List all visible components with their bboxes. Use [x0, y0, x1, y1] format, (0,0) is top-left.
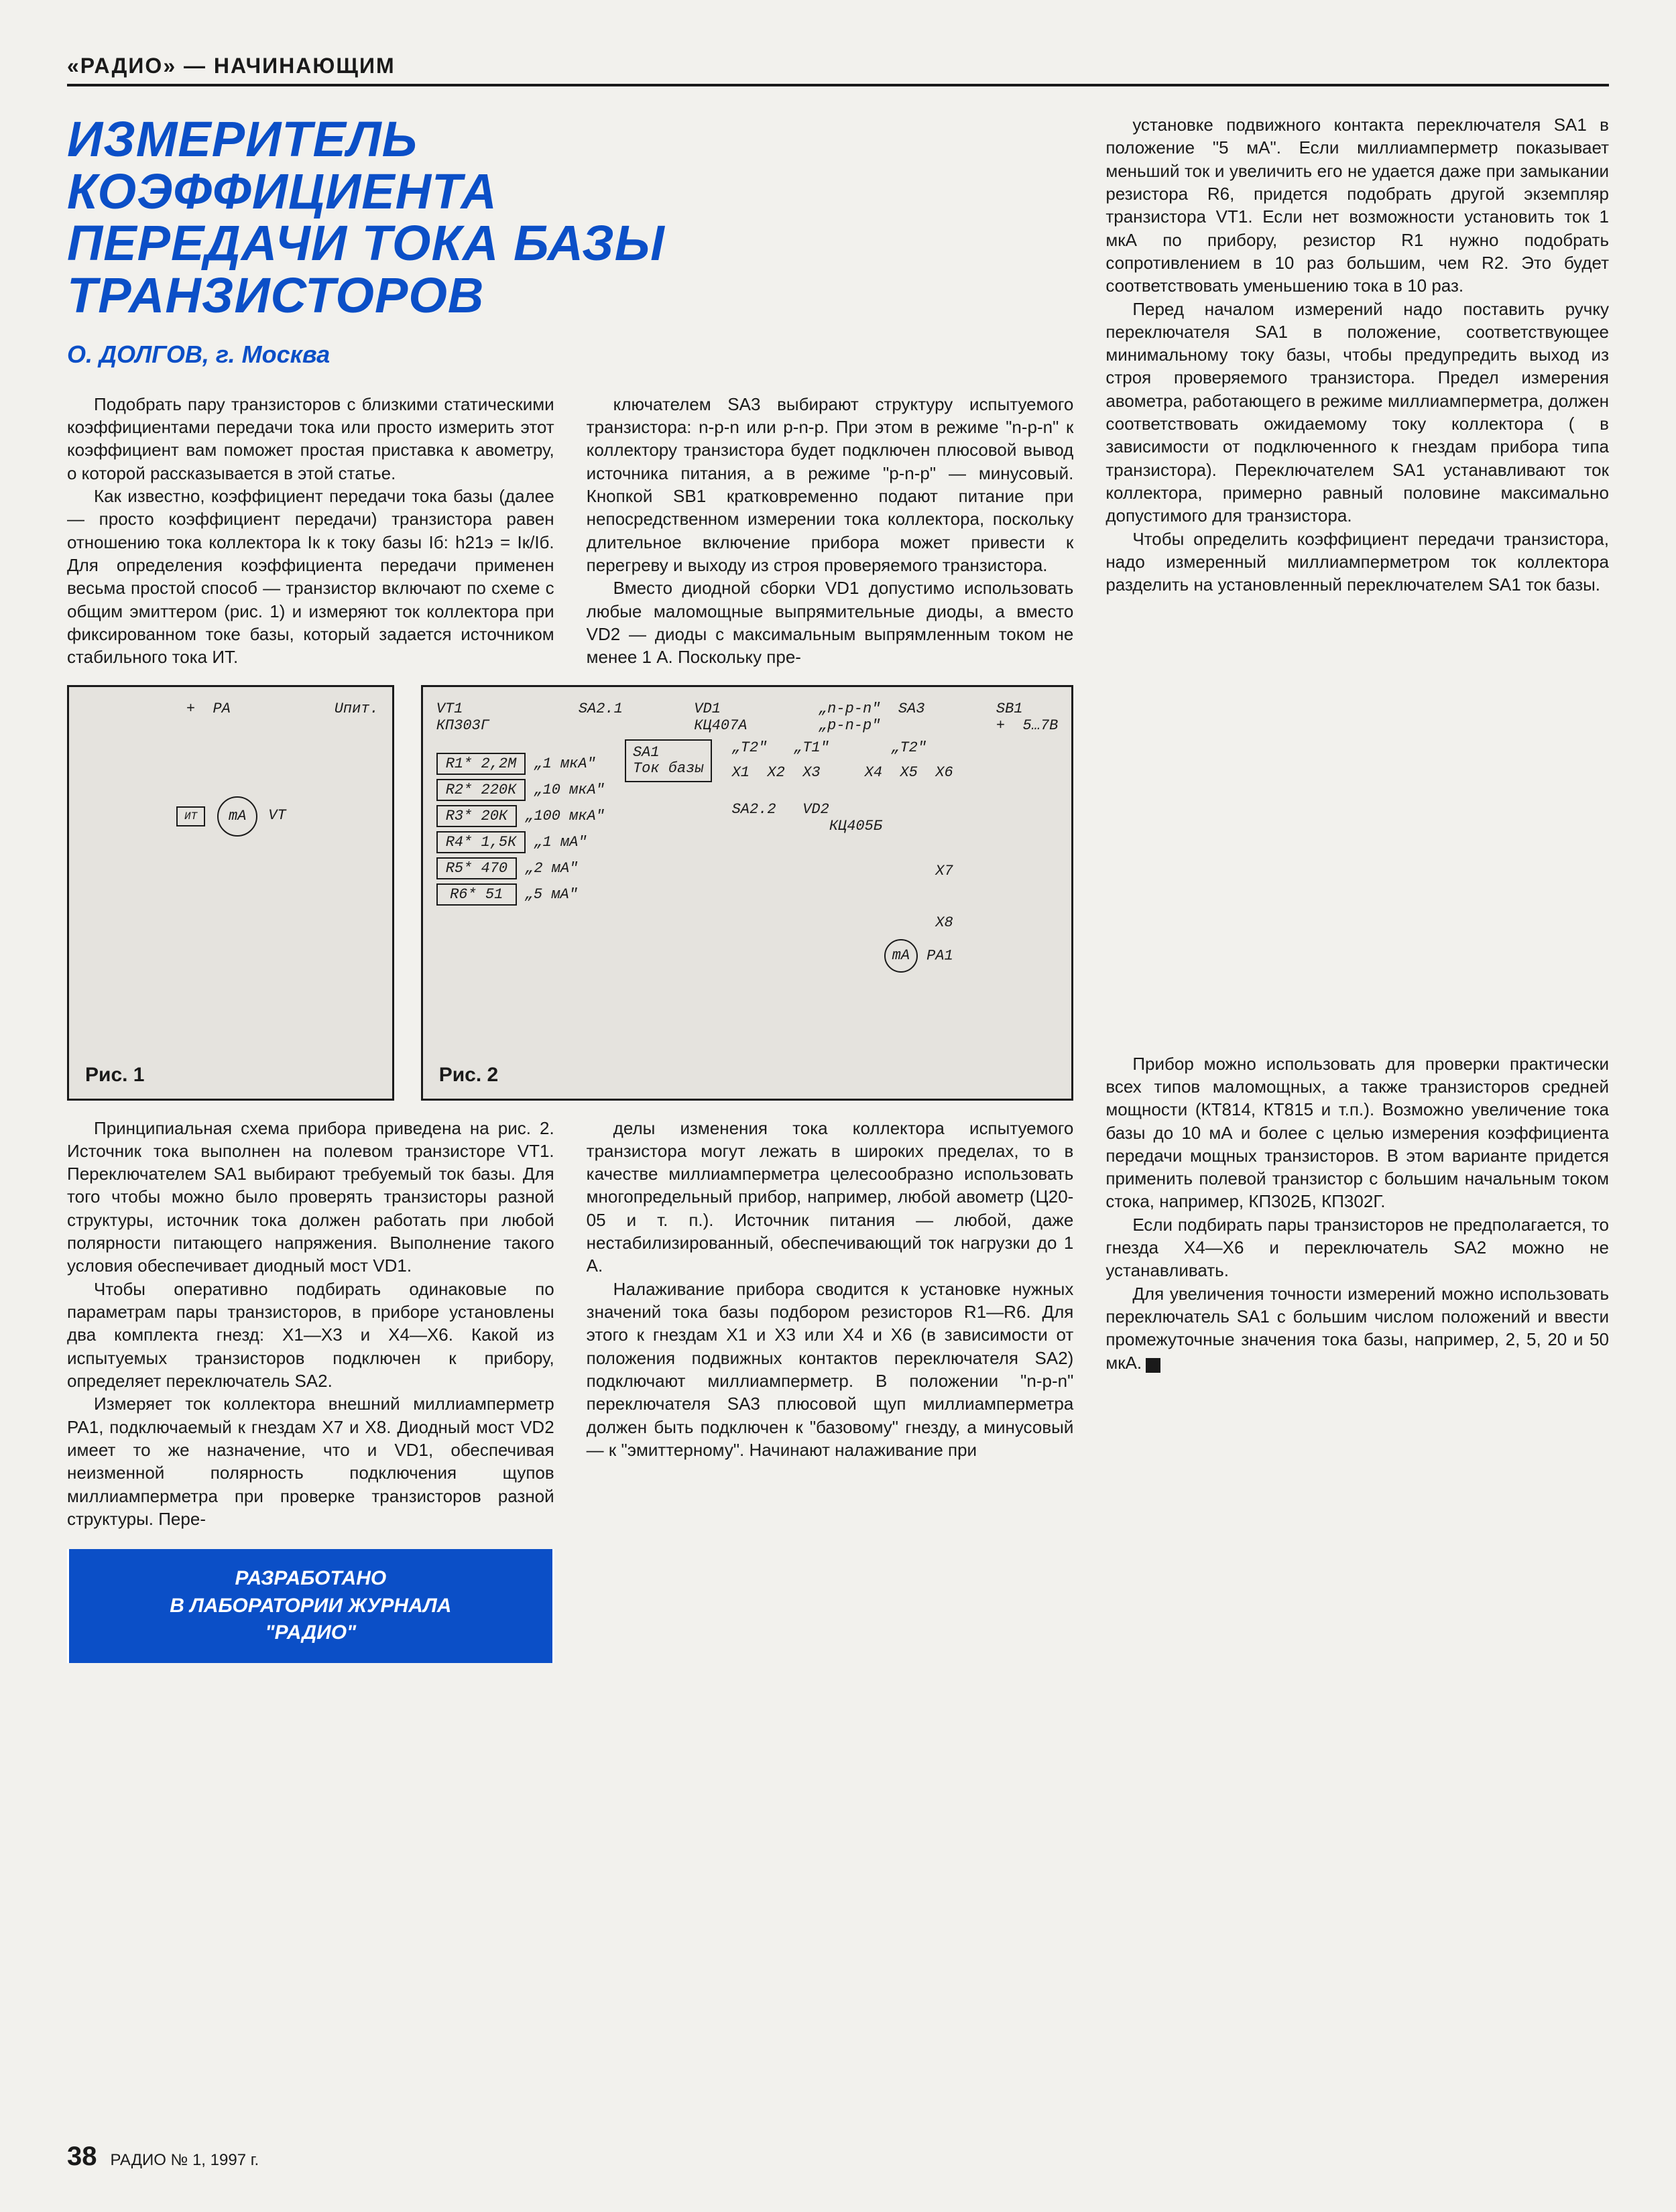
p-right-2: Перед началом измерений надо поставить р… [1105, 298, 1609, 528]
page-columns: ИЗМЕРИТЕЛЬ КОЭФФИЦИЕНТА ПЕРЕДАЧИ ТОКА БА… [67, 113, 1609, 1663]
fig2-x7: X7 [935, 863, 953, 879]
fig2-pa1: PA1 [926, 947, 953, 964]
fig2-vt1: VT1 [436, 700, 463, 717]
p-left-3: Принципиальная схема прибора приведена н… [67, 1117, 554, 1278]
rubric-label: «РАДИО» — НАЧИНАЮЩИМ [67, 54, 1609, 78]
resistor-row: R1* 2,2М „1 мкА" [436, 753, 605, 775]
fig2-sa21: SA2.1 [579, 700, 623, 717]
fig2-spacer [1105, 597, 1609, 1052]
article-title: ИЗМЕРИТЕЛЬ КОЭФФИЦИЕНТА ПЕРЕДАЧИ ТОКА БА… [67, 113, 1073, 322]
header-rule [67, 84, 1609, 86]
fig2-supply: 5…7В [1023, 717, 1059, 734]
upper-col-1: Подобрать пару транзисторов с близкими с… [67, 393, 554, 669]
p-mid-1: ключателем SA3 выбирают структуру испыту… [587, 393, 1074, 577]
author-byline: О. ДОЛГОВ, г. Москва [67, 341, 1073, 369]
fig2-t2: „T2" [732, 739, 768, 756]
title-line-3: ПЕРЕДАЧИ ТОКА БАЗЫ [67, 217, 1073, 269]
fig1-upit-label: Uпит. [335, 700, 379, 717]
upper-text-columns: Подобрать пару транзисторов с близкими с… [67, 393, 1073, 669]
p-mid-2: Вместо диодной сборки VD1 допустимо испо… [587, 576, 1074, 668]
fig2-vt1-type: КП303Г [436, 717, 489, 734]
right-column: установке подвижного контакта переключат… [1105, 113, 1609, 1663]
left-block: ИЗМЕРИТЕЛЬ КОЭФФИЦИЕНТА ПЕРЕДАЧИ ТОКА БА… [67, 113, 1073, 1663]
imprint-line2: В ЛАБОРАТОРИИ ЖУРНАЛА [170, 1595, 451, 1617]
fig2-vd2: VD2 [802, 801, 829, 818]
p-right-1: установке подвижного контакта переключат… [1105, 113, 1609, 298]
fig1-ma-circle: mA [217, 796, 257, 837]
fig1-pa-label: + PA [186, 700, 231, 717]
page-footer: 38 РАДИО № 1, 1997 г. [67, 2142, 259, 2172]
p-mid-4: Налаживание прибора сводится к установке… [587, 1278, 1074, 1462]
imprint-box: РАЗРАБОТАНО В ЛАБОРАТОРИИ ЖУРНАЛА "РАДИО… [67, 1549, 554, 1663]
p-right-5: Если подбирать пары транзисторов не пред… [1105, 1213, 1609, 1282]
fig2-t1: „T1" [794, 739, 829, 756]
figure-2: VT1 КП303Г SA2.1 VD1 КЦ407А „n-p-n" SA3 … [421, 685, 1074, 1101]
p-right-6: Для увеличения точности измерений можно … [1105, 1282, 1609, 1374]
resistor-grid: R1* 2,2М „1 мкА" R2* 220К „10 мкА" R3* 2… [436, 753, 605, 906]
title-line-1: ИЗМЕРИТЕЛЬ [67, 113, 1073, 166]
title-line-2: КОЭФФИЦИЕНТА [67, 166, 1073, 218]
figure-1: + PA Uпит. ИТ mA VT Рис. 1 [67, 685, 394, 1101]
fig2-t2b: „T2" [891, 739, 926, 756]
fig2-ma-circle: mA [884, 939, 918, 973]
upper-col-2: ключателем SA3 выбирают структуру испыту… [587, 393, 1074, 669]
fig2-npn: „n-p-n" [819, 700, 880, 717]
p-left-2: Как известно, коэффициент передачи тока … [67, 485, 554, 669]
fig1-it-box: ИТ [176, 806, 205, 826]
lower-text-columns: Принципиальная схема прибора приведена н… [67, 1117, 1073, 1663]
p-left-4: Чтобы оперативно подбирать одинаковые по… [67, 1278, 554, 1393]
end-square-icon [1146, 1358, 1160, 1373]
issue-label: РАДИО № 1, 1997 г. [111, 2151, 259, 2170]
imprint-line3: "РАДИО" [265, 1621, 356, 1644]
fig2-sa22: SA2.2 [732, 801, 776, 818]
p-left-1: Подобрать пару транзисторов с близкими с… [67, 393, 554, 485]
resistor-row: R5* 470 „2 мА" [436, 857, 605, 879]
p-right-4: Прибор можно использовать для проверки п… [1105, 1052, 1609, 1213]
page-number: 38 [67, 2142, 97, 2172]
p-right-3: Чтобы определить коэффициент передачи тр… [1105, 528, 1609, 597]
fig2-vd2-type: КЦ405Б [829, 818, 882, 835]
resistor-row: R4* 1,5К „1 мА" [436, 831, 605, 853]
fig2-sa3: SA3 [898, 700, 925, 717]
imprint-line1: РАЗРАБОТАНО [235, 1567, 386, 1589]
lower-col-2: делы изменения тока коллектора испытуемо… [587, 1117, 1074, 1663]
p-left-5: Измеряет ток коллектора внешний миллиамп… [67, 1392, 554, 1530]
fig2-pnp: „p-n-p" [819, 717, 880, 734]
fig2-right-labels: „T2" „T1" „T2" X1 X2 X3 X4 X5 X6 [732, 739, 953, 973]
fig2-vd1-type: КЦ407А [694, 717, 747, 734]
figure-row: + PA Uпит. ИТ mA VT Рис. 1 VT1 КП303Г [67, 685, 1073, 1101]
resistor-row: R6* 51 „5 мА" [436, 883, 605, 906]
fig2-sb1: SB1 [996, 700, 1023, 717]
fig2-vd1: VD1 [694, 700, 721, 717]
fig1-vt-label: VT [268, 807, 286, 824]
figure-1-label: Рис. 1 [85, 1064, 145, 1087]
title-line-4: ТРАНЗИСТОРОВ [67, 269, 1073, 322]
resistor-row: R2* 220К „10 мкА" [436, 779, 605, 801]
p-mid-3: делы изменения тока коллектора испытуемо… [587, 1117, 1074, 1278]
figure-2-label: Рис. 2 [439, 1064, 499, 1087]
lower-col-1: Принципиальная схема прибора приведена н… [67, 1117, 554, 1663]
sa1-block: SA1 Ток базы [625, 739, 712, 782]
fig2-x8: X8 [935, 914, 953, 931]
resistor-row: R3* 20К „100 мкА" [436, 805, 605, 827]
fig2-plus: + [996, 717, 1005, 734]
